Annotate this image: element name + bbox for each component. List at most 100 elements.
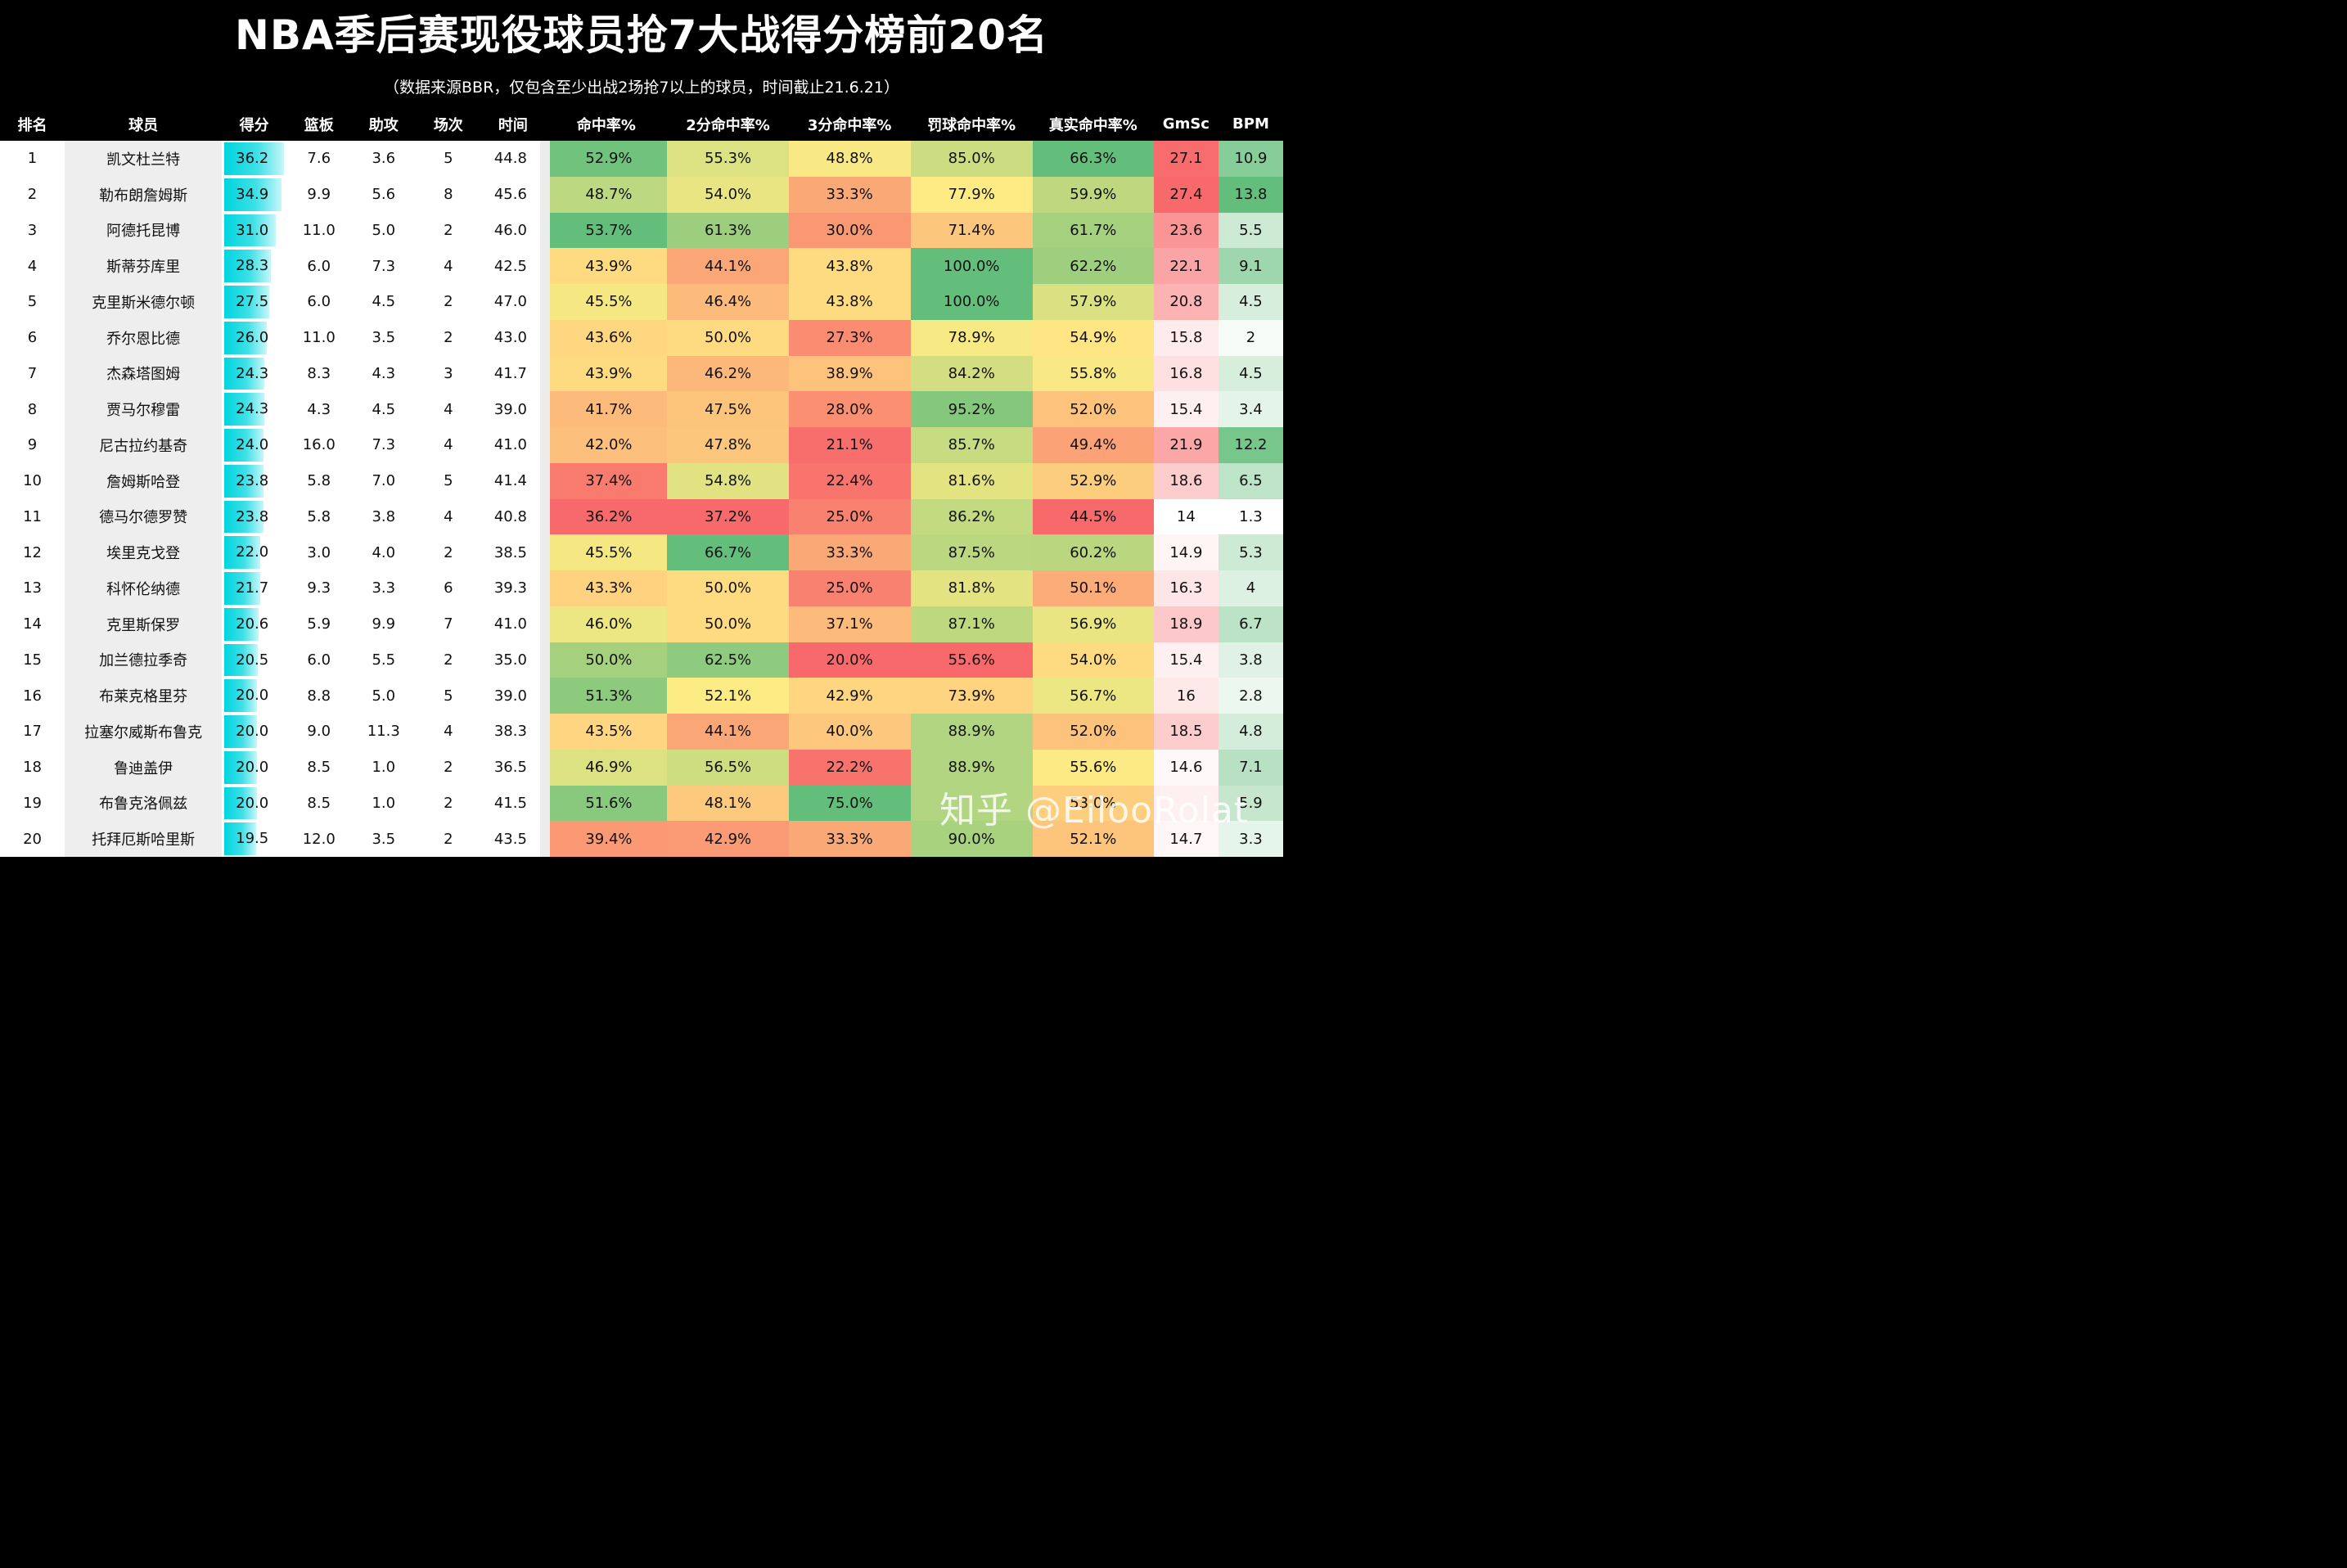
cell-minutes: 38.5 [480, 534, 546, 570]
points-value: 20.0 [236, 758, 269, 776]
cell-ts-pct: 50.1% [1032, 570, 1154, 606]
cell-rank: 4 [0, 248, 65, 284]
cell-rebounds: 5.8 [286, 462, 352, 499]
points-bar [224, 536, 261, 569]
header-ts-pct: 真实命中率% [1032, 107, 1154, 141]
cell-fg-pct: 46.0% [540, 606, 668, 642]
cell-bpm: 2.8 [1218, 678, 1283, 714]
cell-assists: 9.9 [351, 606, 417, 642]
cell-ts-pct: 54.9% [1032, 319, 1154, 356]
table-row: 6 乔尔恩比德 26.0 11.0 3.5 2 43.0 43.6% 50.0% 27.3% 78.… [0, 319, 1283, 356]
cell-rebounds: 16.0 [286, 427, 352, 463]
cell-ft-pct: 85.7% [910, 427, 1033, 463]
cell-3p-pct: 40.0% [788, 714, 911, 750]
cell-games: 2 [416, 785, 481, 822]
cell-ts-pct: 44.5% [1032, 498, 1154, 535]
cell-assists: 4.0 [351, 534, 417, 570]
header-3p-pct: 3分命中率% [788, 107, 911, 141]
cell-rank: 11 [0, 498, 65, 535]
cell-minutes: 44.8 [480, 141, 546, 177]
cell-ts-pct: 55.6% [1032, 749, 1154, 786]
cell-minutes: 47.0 [480, 284, 546, 320]
cell-minutes: 43.0 [480, 319, 546, 356]
cell-gmsc: 27.1 [1153, 141, 1219, 177]
cell-2p-pct: 61.3% [667, 212, 789, 249]
cell-rebounds: 8.5 [286, 749, 352, 786]
cell-points: 24.3 [222, 355, 287, 392]
cell-ft-pct: 88.9% [910, 749, 1033, 786]
cell-points: 20.0 [222, 749, 287, 786]
header-row: 排名 球员 得分 篮板 助攻 场次 时间 命中率% 2分命中率% 3分命中率% … [0, 107, 1283, 141]
cell-player: 鲁迪盖伊 [65, 749, 223, 786]
cell-fg-pct: 43.9% [540, 248, 668, 284]
cell-2p-pct: 54.8% [667, 462, 789, 499]
cell-ts-pct: 57.9% [1032, 284, 1154, 320]
points-value: 19.5 [236, 830, 269, 848]
cell-ft-pct: 90.0% [910, 821, 1033, 857]
cell-assists: 5.6 [351, 176, 417, 213]
points-bar [224, 500, 264, 534]
cell-bpm: 6.7 [1218, 606, 1283, 642]
cell-ts-pct: 52.9% [1032, 462, 1154, 499]
cell-rank: 2 [0, 176, 65, 213]
cell-games: 3 [416, 355, 481, 392]
cell-games: 4 [416, 391, 481, 427]
cell-fg-pct: 37.4% [540, 462, 668, 499]
cell-games: 2 [416, 212, 481, 249]
cell-bpm: 4.5 [1218, 284, 1283, 320]
cell-rebounds: 12.0 [286, 821, 352, 857]
cell-fg-pct: 41.7% [540, 391, 668, 427]
cell-games: 4 [416, 498, 481, 535]
cell-rebounds: 3.0 [286, 534, 352, 570]
cell-minutes: 41.4 [480, 462, 546, 499]
table-row: 12 埃里克戈登 22.0 3.0 4.0 2 38.5 45.5% 66.7% 33.3% 87.… [0, 534, 1283, 570]
cell-ts-pct: 61.7% [1032, 212, 1154, 249]
cell-3p-pct: 43.8% [788, 248, 911, 284]
points-bar [224, 786, 258, 820]
page: NBA季后赛现役球员抢7大战得分榜前20名 （数据来源BBR，仅包含至少出战2场… [0, 0, 1283, 858]
cell-games: 5 [416, 678, 481, 714]
cell-rebounds: 6.0 [286, 284, 352, 320]
points-value: 34.9 [236, 185, 269, 203]
cell-rebounds: 6.0 [286, 642, 352, 678]
cell-3p-pct: 21.1% [788, 427, 911, 463]
cell-ft-pct: 86.2% [910, 498, 1033, 535]
cell-3p-pct: 25.0% [788, 498, 911, 535]
cell-bpm: 13.8 [1218, 176, 1283, 213]
cell-games: 2 [416, 642, 481, 678]
cell-2p-pct: 46.2% [667, 355, 789, 392]
points-bar [224, 393, 265, 426]
header-bpm: BPM [1218, 107, 1283, 141]
cell-fg-pct: 53.7% [540, 212, 668, 249]
cell-bpm: 10.9 [1218, 141, 1283, 177]
cell-points: 21.7 [222, 570, 287, 606]
cell-rank: 8 [0, 391, 65, 427]
table-row: 18 鲁迪盖伊 20.0 8.5 1.0 2 36.5 46.9% 56.5% 22.2% 88.9… [0, 749, 1283, 786]
cell-ft-pct: 88.9% [910, 714, 1033, 750]
header-points: 得分 [222, 107, 287, 141]
cell-3p-pct: 33.3% [788, 176, 911, 213]
points-value: 20.5 [236, 651, 269, 669]
cell-bpm: 12.2 [1218, 427, 1283, 463]
cell-3p-pct: 48.8% [788, 141, 911, 177]
table-row: 19 布鲁克洛佩兹 20.0 8.5 1.0 2 41.5 51.6% 48.1% 75.0% 53… [0, 785, 1283, 822]
cell-fg-pct: 51.6% [540, 785, 668, 822]
cell-player: 克里斯米德尔顿 [65, 284, 223, 320]
cell-minutes: 39.0 [480, 391, 546, 427]
points-bar [224, 715, 258, 748]
header-gmsc: GmSc [1153, 107, 1219, 141]
table-row: 17 拉塞尔威斯布鲁克 20.0 9.0 11.3 4 38.3 43.5% 44.1% 40.0… [0, 714, 1283, 750]
cell-gmsc: 20.8 [1153, 284, 1219, 320]
cell-minutes: 41.5 [480, 785, 546, 822]
cell-ts-pct: 60.2% [1032, 534, 1154, 570]
points-bar [224, 679, 258, 712]
cell-points: 22.0 [222, 534, 287, 570]
cell-points: 28.3 [222, 248, 287, 284]
points-value: 20.0 [236, 687, 269, 705]
cell-ts-pct: 56.7% [1032, 678, 1154, 714]
cell-ts-pct: 52.0% [1032, 391, 1154, 427]
cell-rank: 6 [0, 319, 65, 356]
cell-minutes: 39.0 [480, 678, 546, 714]
cell-fg-pct: 43.9% [540, 355, 668, 392]
cell-rank: 10 [0, 462, 65, 499]
